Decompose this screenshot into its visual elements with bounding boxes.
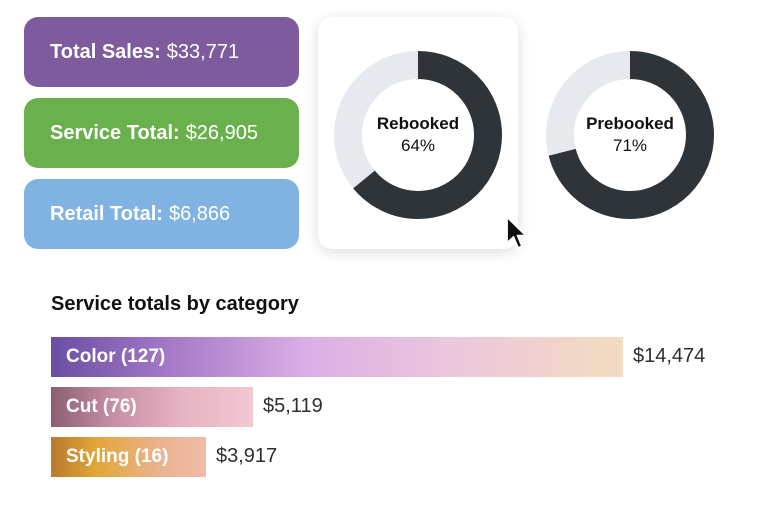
prebooked-donut-chart [546, 51, 714, 219]
rebooked-donut[interactable]: Rebooked 64% [334, 51, 502, 219]
bar-label-styling: Styling (16) [66, 446, 169, 467]
rebooked-donut-arc [334, 51, 502, 219]
bar-value-styling: $3,917 [216, 445, 278, 467]
bar-color[interactable]: Color (127) [51, 337, 623, 377]
prebooked-donut-arc [546, 51, 714, 219]
service-total-label: Service Total: [50, 121, 180, 144]
retail-total-value: $6,866 [168, 202, 231, 225]
bar-styling[interactable]: Styling (16) [51, 437, 206, 477]
bar-label-cut: Cut (76) [66, 396, 137, 417]
section-title: Service totals by category [51, 293, 299, 315]
service-total-value: $26,905 [185, 121, 258, 144]
retail-total-label: Retail Total: [50, 202, 163, 225]
retail-total-card[interactable]: Retail Total: $6,866 [24, 179, 299, 249]
rebooked-label: Rebooked [376, 114, 460, 133]
total-sales-card[interactable]: Total Sales: $33,771 [24, 17, 299, 87]
bar-value-cut: $5,119 [263, 395, 323, 417]
bar-label-color: Color (127) [66, 346, 166, 367]
bar-value-color: $14,474 [633, 345, 706, 367]
bar-cut[interactable]: Cut (76) [51, 387, 253, 427]
mouse-pointer-icon [506, 216, 527, 249]
prebooked-percent: 71% [612, 136, 648, 155]
service-total-card[interactable]: Service Total: $26,905 [24, 98, 299, 168]
total-sales-label: Total Sales: [50, 40, 161, 63]
prebooked-label: Prebooked [586, 114, 674, 133]
prebooked-donut[interactable]: Prebooked 71% [546, 51, 714, 219]
rebooked-donut-chart [334, 51, 502, 219]
total-sales-value: $33,771 [166, 40, 240, 63]
rebooked-percent: 64% [400, 136, 436, 155]
